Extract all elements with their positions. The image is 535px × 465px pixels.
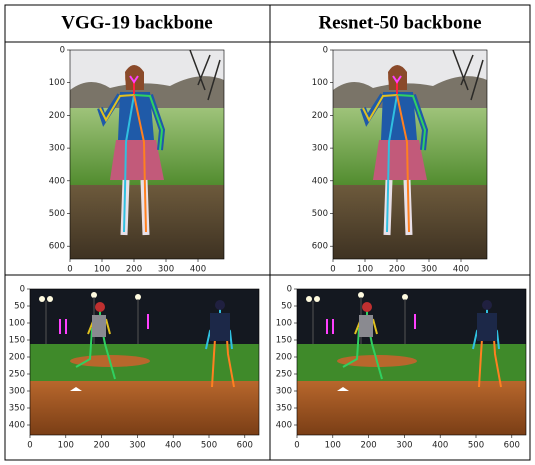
y-tick-label: 350 — [9, 404, 25, 414]
y-tick-label: 500 — [312, 209, 328, 219]
y-tick-label: 100 — [49, 78, 65, 88]
y-tick-label: 350 — [276, 404, 292, 414]
pose-image — [70, 50, 224, 259]
y-tick-label: 0 — [287, 285, 292, 295]
x-tick-label: 400 — [190, 265, 206, 275]
column-header: Resnet-50 backbone — [318, 12, 481, 33]
y-tick-label: 400 — [49, 176, 65, 186]
y-tick-label: 150 — [276, 336, 292, 346]
y-tick-label: 300 — [276, 387, 292, 397]
y-tick-label: 0 — [60, 46, 65, 56]
pose-image — [297, 289, 526, 435]
y-tick-label: 400 — [312, 176, 328, 186]
x-tick-label: 100 — [94, 265, 110, 275]
x-tick-label: 200 — [93, 441, 109, 451]
x-tick-label: 300 — [396, 441, 412, 451]
x-tick-label: 200 — [126, 265, 142, 275]
x-tick-label: 0 — [27, 441, 32, 451]
y-tick-label: 200 — [9, 353, 25, 363]
y-tick-label: 500 — [49, 209, 65, 219]
y-tick-label: 250 — [276, 370, 292, 380]
x-tick-label: 300 — [158, 265, 174, 275]
pose-image — [333, 50, 487, 259]
y-tick-label: 200 — [312, 111, 328, 121]
y-tick-label: 300 — [49, 144, 65, 154]
column-header: VGG-19 backbone — [61, 12, 213, 33]
x-tick-label: 100 — [325, 441, 341, 451]
y-tick-label: 150 — [9, 336, 25, 346]
y-tick-label: 300 — [9, 387, 25, 397]
y-tick-label: 50 — [14, 302, 25, 312]
y-tick-label: 600 — [49, 242, 65, 252]
pose-image — [30, 289, 259, 435]
y-tick-label: 100 — [312, 78, 328, 88]
x-tick-label: 500 — [201, 441, 217, 451]
figure-table: VGG-19 backbone Resnet-50 backbone 0 100 2… — [0, 0, 535, 465]
y-tick-label: 0 — [20, 285, 25, 295]
x-tick-label: 500 — [468, 441, 484, 451]
x-tick-label: 400 — [432, 441, 448, 451]
x-tick-label: 200 — [389, 265, 405, 275]
x-tick-label: 0 — [330, 265, 335, 275]
y-tick-label: 250 — [9, 370, 25, 380]
y-tick-label: 50 — [281, 302, 292, 312]
y-tick-label: 0 — [323, 46, 328, 56]
x-tick-label: 400 — [165, 441, 181, 451]
x-tick-label: 300 — [421, 265, 437, 275]
x-tick-label: 100 — [58, 441, 74, 451]
x-tick-label: 0 — [67, 265, 72, 275]
x-tick-label: 600 — [504, 441, 520, 451]
x-tick-label: 0 — [294, 441, 299, 451]
y-tick-label: 200 — [276, 353, 292, 363]
x-tick-label: 100 — [357, 265, 373, 275]
y-tick-label: 100 — [276, 319, 292, 329]
y-tick-label: 400 — [276, 421, 292, 431]
y-tick-label: 100 — [9, 319, 25, 329]
y-tick-label: 600 — [312, 242, 328, 252]
x-tick-label: 600 — [237, 441, 253, 451]
y-tick-label: 200 — [49, 111, 65, 121]
x-tick-label: 300 — [129, 441, 145, 451]
x-tick-label: 400 — [453, 265, 469, 275]
x-tick-label: 200 — [360, 441, 376, 451]
y-tick-label: 300 — [312, 144, 328, 154]
y-tick-label: 400 — [9, 421, 25, 431]
